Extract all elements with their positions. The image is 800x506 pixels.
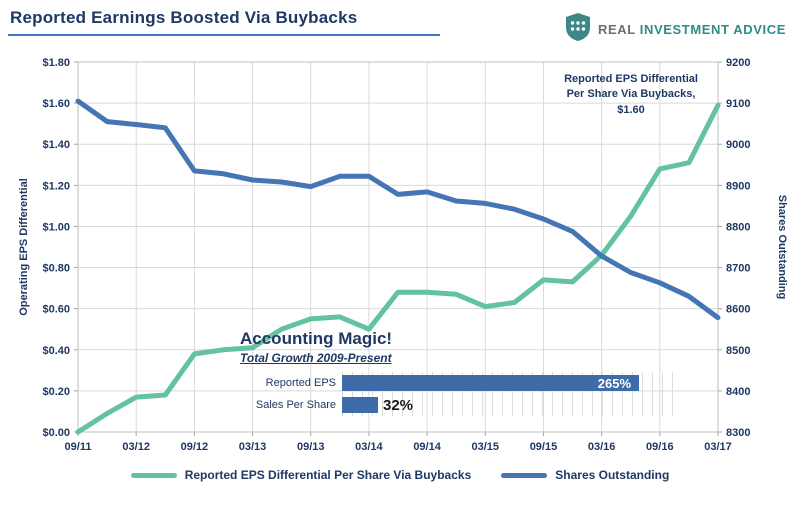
- svg-text:8600: 8600: [726, 304, 750, 316]
- legend-item-shares-outstanding: Shares Outstanding: [501, 468, 669, 482]
- brand-name: REAL INVESTMENT ADVICE: [598, 22, 786, 37]
- legend-swatch-teal: [130, 472, 177, 478]
- svg-text:8900: 8900: [726, 180, 750, 192]
- svg-text:8700: 8700: [726, 263, 750, 275]
- shield-icon: [565, 12, 591, 47]
- bar-reported-eps: 265%: [342, 375, 639, 391]
- svg-text:$0.00: $0.00: [42, 427, 70, 439]
- legend-label: Reported EPS Differential Per Share Via …: [184, 468, 472, 482]
- svg-text:8500: 8500: [726, 345, 750, 357]
- brand-logo: REAL INVESTMENT ADVICE: [565, 12, 786, 47]
- svg-text:$0.20: $0.20: [42, 386, 70, 398]
- svg-text:09/11: 09/11: [65, 441, 92, 453]
- svg-text:03/16: 03/16: [588, 441, 616, 453]
- svg-text:8800: 8800: [726, 221, 750, 233]
- inset-title: Accounting Magic!: [240, 329, 393, 348]
- svg-text:03/13: 03/13: [239, 441, 267, 453]
- svg-text:$1.00: $1.00: [42, 221, 70, 233]
- svg-text:09/13: 09/13: [297, 441, 325, 453]
- svg-text:03/15: 03/15: [472, 441, 500, 453]
- bar-track: 32%: [342, 394, 680, 416]
- chart-annotation: Reported EPS Differential Per Share Via …: [564, 73, 698, 116]
- svg-text:$1.40: $1.40: [42, 139, 70, 151]
- svg-text:9000: 9000: [726, 139, 750, 151]
- svg-text:09/16: 09/16: [646, 441, 674, 453]
- legend-item-eps-differential: Reported EPS Differential Per Share Via …: [130, 468, 472, 482]
- svg-text:Shares Outstanding: Shares Outstanding: [776, 195, 788, 300]
- legend-swatch-blue: [501, 472, 548, 478]
- inset-bar-rows: Reported EPS 265% Sales Per Share 32%: [240, 372, 680, 416]
- page-title: Reported Earnings Boosted Via Buybacks: [10, 8, 358, 27]
- bar-label: Sales Per Share: [255, 399, 336, 411]
- bar-label: Reported EPS: [265, 377, 336, 389]
- inset-subtitle: Total Growth 2009-Present: [240, 351, 392, 365]
- svg-text:$0.40: $0.40: [42, 345, 70, 357]
- svg-text:03/17: 03/17: [704, 441, 732, 453]
- svg-text:9200: 9200: [726, 57, 750, 69]
- legend-label: Shares Outstanding: [555, 468, 670, 482]
- title-underline: [8, 34, 440, 36]
- svg-text:09/14: 09/14: [413, 441, 441, 453]
- svg-text:09/12: 09/12: [181, 441, 209, 453]
- svg-text:$1.60: $1.60: [42, 98, 70, 110]
- svg-text:Operating EPS Differential: Operating EPS Differential: [18, 178, 30, 316]
- svg-text:$0.80: $0.80: [42, 263, 70, 275]
- bar-value: 265%: [597, 375, 631, 391]
- bar-row-reported-eps: Reported EPS 265%: [240, 372, 680, 394]
- bar-row-sales-per-share: Sales Per Share 32%: [240, 394, 680, 416]
- chart-legend: Reported EPS Differential Per Share Via …: [0, 468, 800, 482]
- svg-text:8400: 8400: [726, 386, 750, 398]
- svg-text:$1.80: $1.80: [42, 57, 70, 69]
- svg-text:03/12: 03/12: [122, 441, 150, 453]
- svg-text:9100: 9100: [726, 98, 750, 110]
- svg-text:$1.20: $1.20: [42, 180, 70, 192]
- inset-bar-chart: Accounting Magic! Total Growth 2009-Pres…: [240, 329, 680, 416]
- brand-name-secondary: INVESTMENT ADVICE: [639, 22, 786, 37]
- bar-track: 265%: [342, 372, 680, 394]
- brand-name-primary: REAL: [597, 22, 636, 37]
- svg-text:8300: 8300: [726, 427, 750, 439]
- svg-text:$0.60: $0.60: [42, 304, 70, 316]
- bar-sales-per-share: [342, 397, 378, 413]
- bar-value: 32%: [383, 396, 414, 414]
- svg-text:03/14: 03/14: [355, 441, 383, 453]
- svg-text:09/15: 09/15: [530, 441, 558, 453]
